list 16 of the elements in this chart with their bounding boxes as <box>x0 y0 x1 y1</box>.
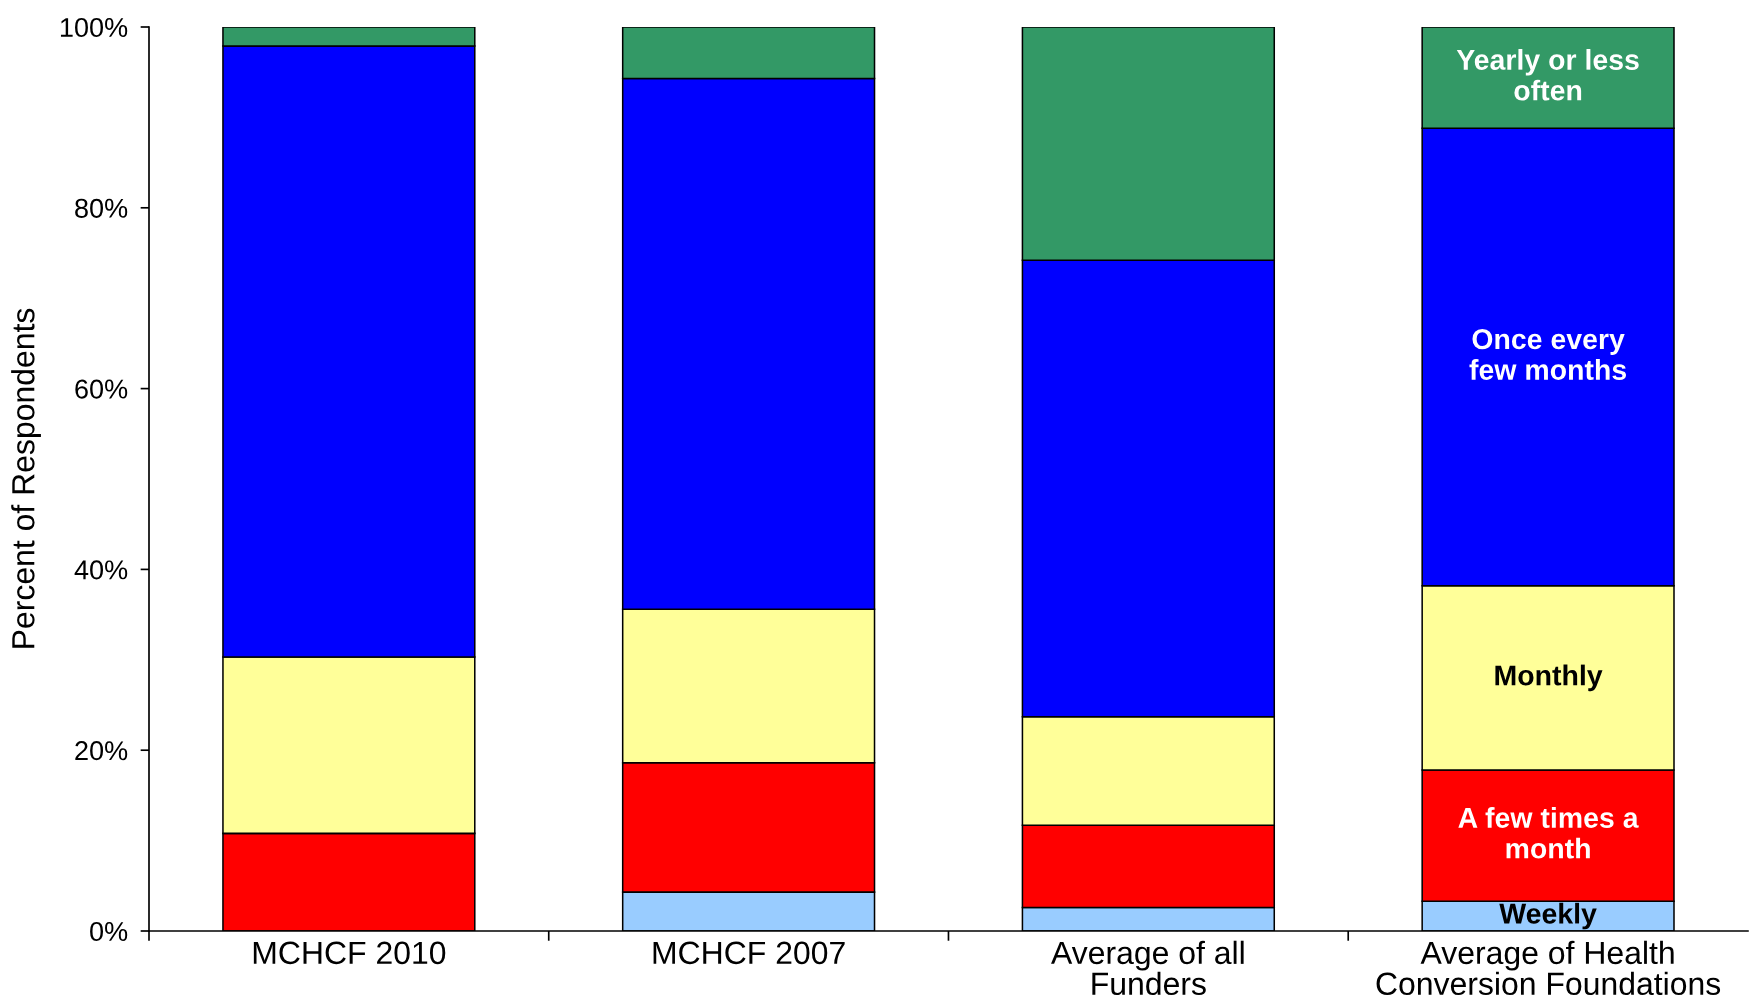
series-label: Once every few months <box>1469 329 1627 380</box>
series-label: A few times a month <box>1458 807 1639 859</box>
y-axis-title: Percent of Respondents <box>11 308 41 648</box>
x-tick-label: MCHCF 2010 <box>253 941 446 965</box>
y-tick-label: 20% <box>75 741 128 761</box>
y-tick-label: 0% <box>90 921 128 942</box>
series-label: Weekly <box>1499 902 1597 930</box>
x-tick-label: MCHCF 2007 <box>653 941 845 965</box>
series-label: Monthly <box>1495 664 1603 692</box>
y-tick-label: 60% <box>75 379 128 399</box>
y-tick-label: 100% <box>60 17 128 38</box>
series-label: Yearly or less often <box>1456 49 1639 101</box>
x-tick-label: Average of all Funders <box>1051 940 1244 996</box>
y-tick-label: 80% <box>75 198 128 218</box>
x-tick-label: Average of Health Conversion Foundations <box>1376 940 1721 996</box>
y-tick-label: 40% <box>74 560 128 580</box>
